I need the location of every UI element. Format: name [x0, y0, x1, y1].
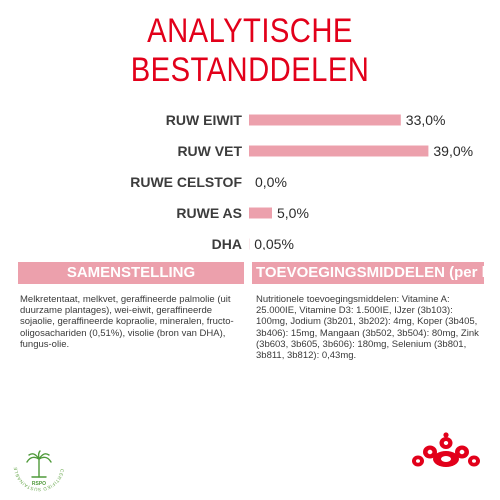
category-label: RUWE AS	[176, 205, 242, 221]
additives-text: Nutritionele toevoegingsmiddelen: Vitami…	[256, 294, 479, 362]
category-label: RUWE CELSTOF	[130, 174, 242, 190]
page-title: ANALYTISCHE BESTANDDELEN	[130, 12, 370, 89]
composition-heading: SAMENSTELLING	[18, 262, 244, 284]
category-label: RUW EIWIT	[166, 112, 243, 128]
rspo-badge: CERTIFIED SUSTAINABLE PALM OIL RSPO	[10, 437, 64, 492]
bar	[249, 114, 401, 126]
composition-text: Melkretentaat, melkvet, geraffineerde pa…	[20, 294, 234, 350]
value-label: 39,0%	[433, 143, 473, 159]
value-label: 33,0%	[406, 112, 446, 128]
value-label: 0,0%	[255, 174, 287, 190]
rspo-brand: RSPO	[32, 481, 46, 487]
bar	[249, 145, 429, 157]
additives-heading: TOEVOEGINGSMIDDELEN (per kg)	[252, 262, 484, 284]
value-label: 5,0%	[277, 205, 309, 221]
palm-tree-icon	[26, 450, 52, 478]
nutrient-bar-chart: RUW EIWIT 33,0% RUW VET 39,0% RUWE CELSTOF 0,…	[130, 112, 473, 250]
bar	[249, 207, 272, 219]
category-label: DHA	[212, 236, 242, 250]
value-label: 0,05%	[254, 236, 294, 250]
category-label: RUW VET	[177, 143, 242, 159]
royal-canin-crown-icon	[412, 432, 480, 467]
